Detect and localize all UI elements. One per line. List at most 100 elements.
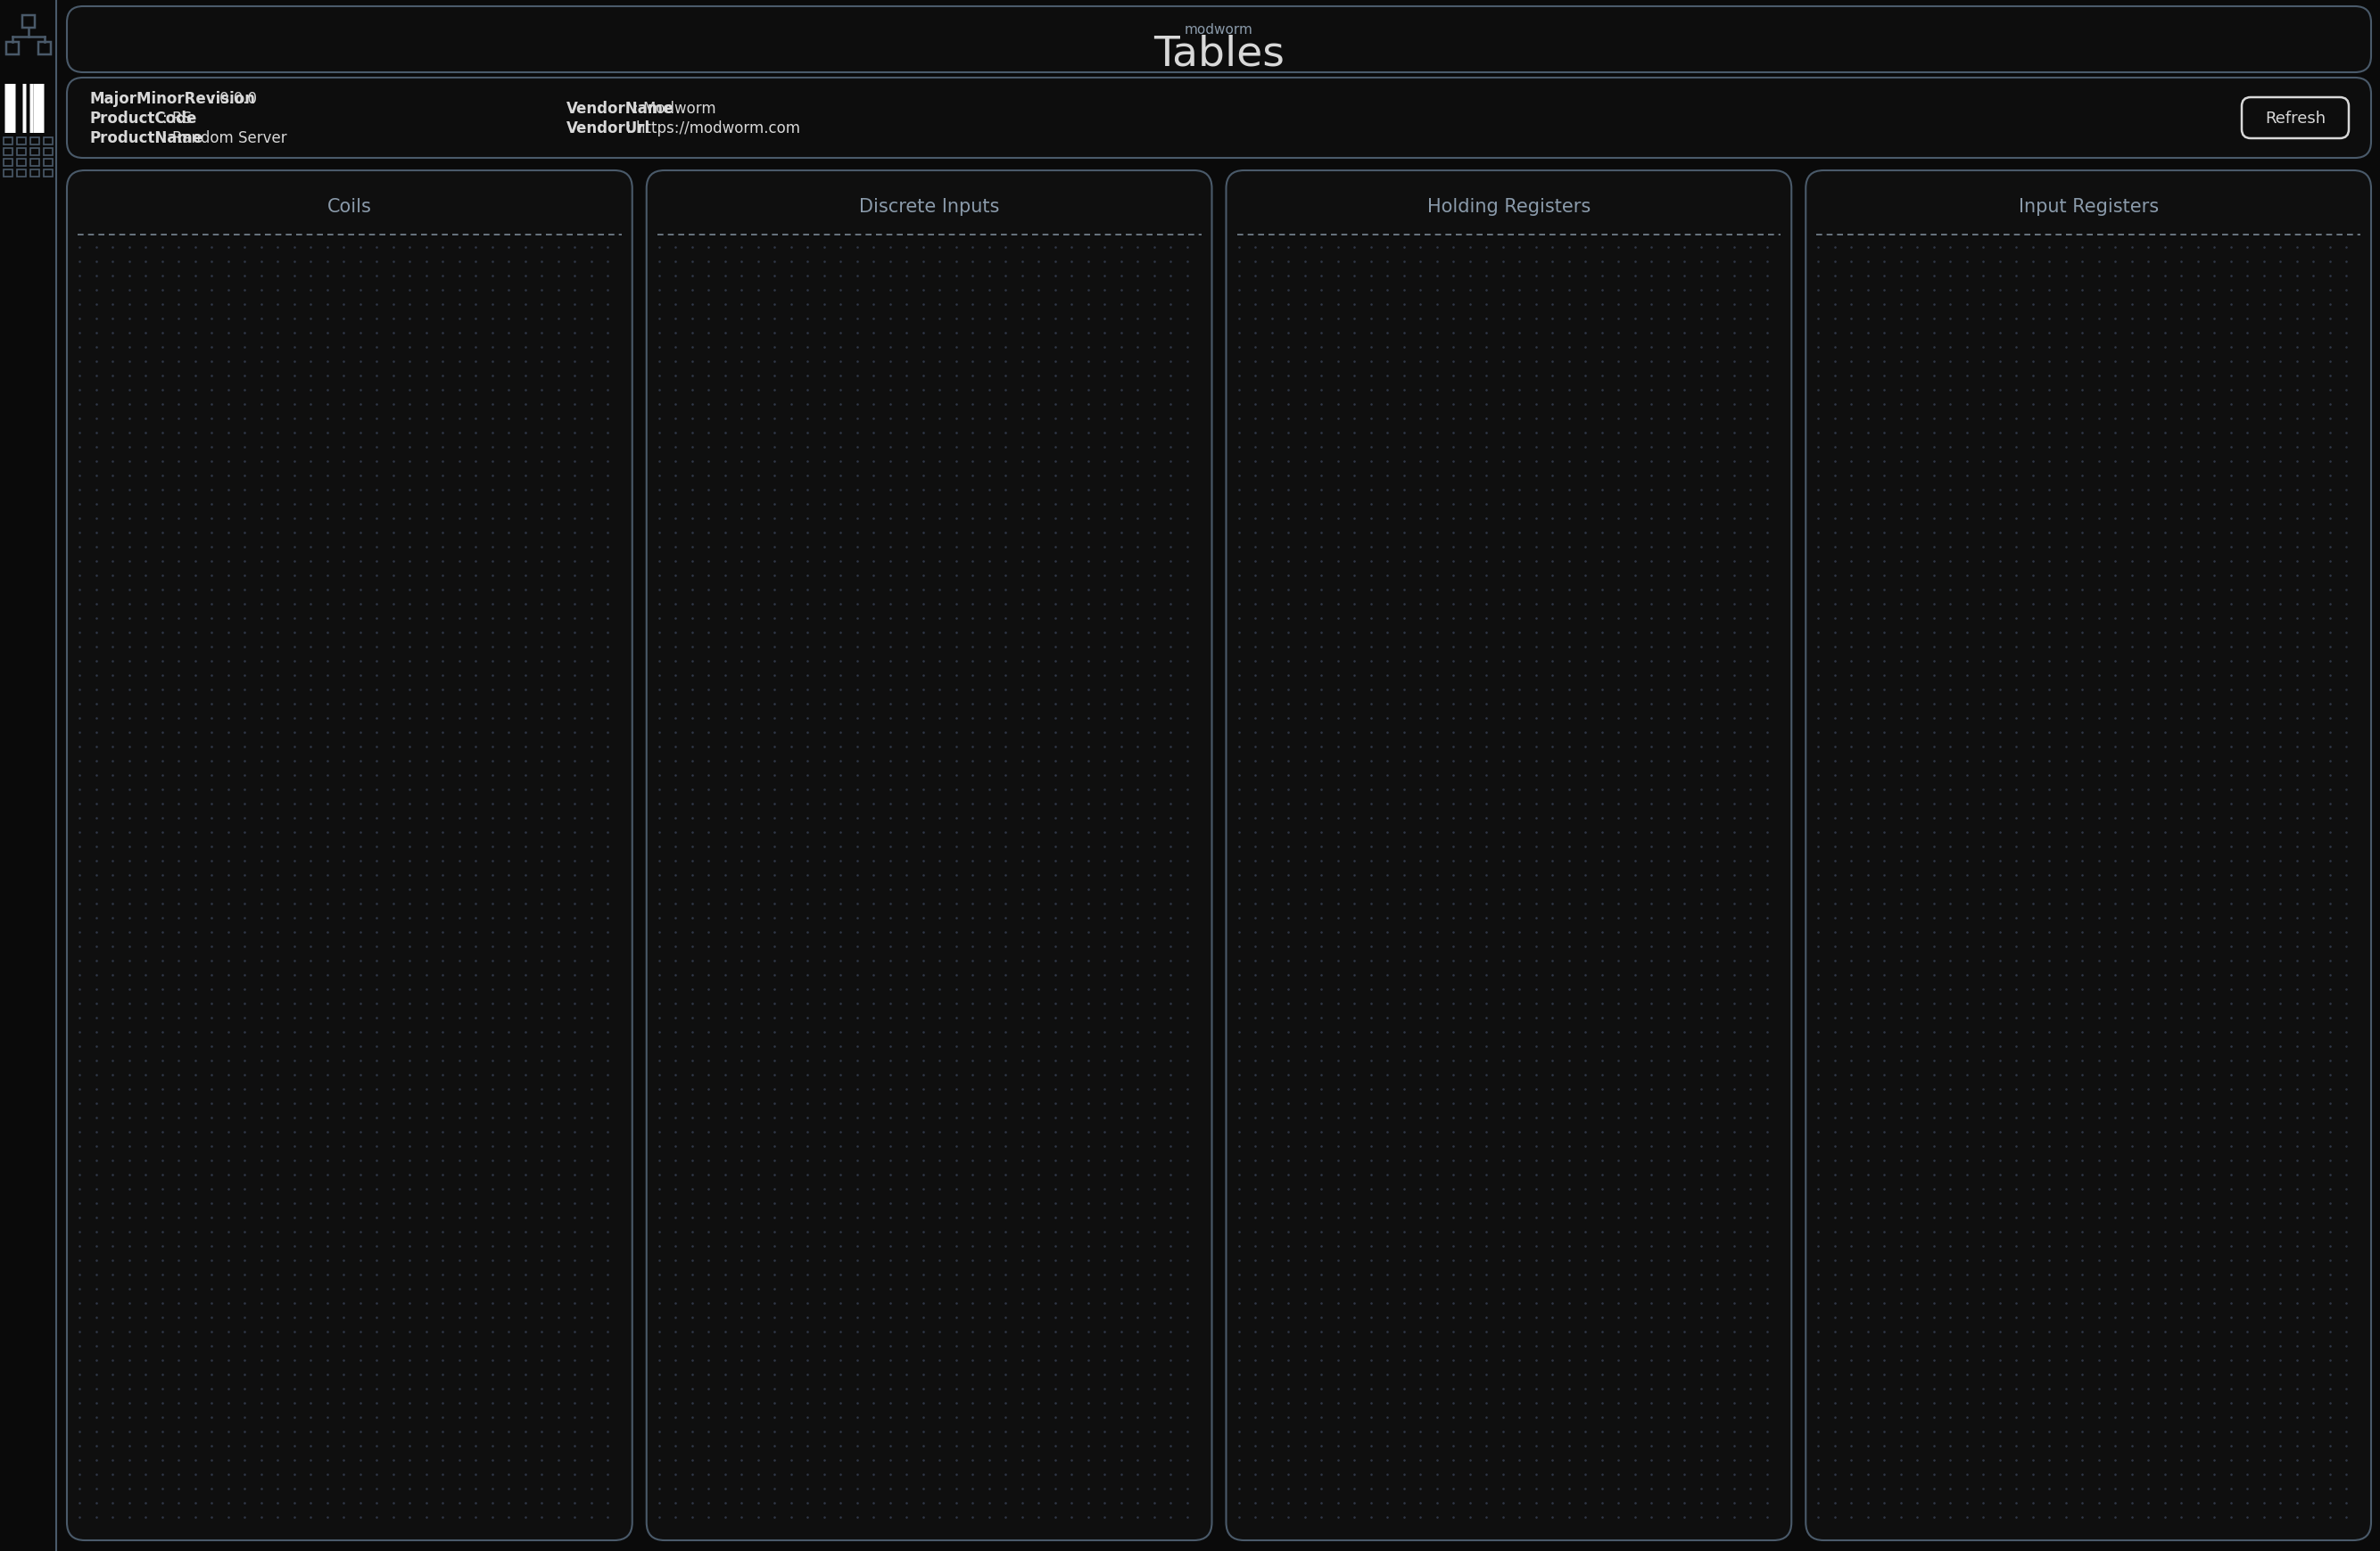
Point	[1549, 892, 1587, 917]
Point	[2097, 620, 2135, 645]
Point	[1035, 1035, 1073, 1059]
Point	[159, 1320, 198, 1345]
Point	[1135, 620, 1173, 645]
Point	[340, 678, 378, 703]
Point	[821, 892, 859, 917]
Point	[1799, 521, 1837, 546]
Point	[2047, 420, 2085, 445]
Point	[290, 478, 328, 503]
Point	[1649, 749, 1687, 774]
Point	[1963, 892, 2002, 917]
Point	[1730, 392, 1768, 417]
Point	[1963, 920, 2002, 945]
Point	[524, 307, 562, 332]
Point	[76, 436, 114, 461]
Point	[1335, 934, 1373, 959]
Point	[340, 735, 378, 760]
Point	[1085, 906, 1123, 931]
Point	[1899, 963, 1937, 988]
Point	[1135, 592, 1173, 617]
Point	[290, 321, 328, 346]
Point	[243, 1304, 281, 1329]
Point	[1452, 478, 1490, 503]
Point	[440, 949, 478, 974]
Point	[921, 1263, 959, 1287]
Point	[1119, 807, 1157, 831]
Point	[707, 1233, 745, 1258]
Point	[1368, 592, 1407, 617]
Point	[1466, 592, 1504, 617]
Point	[1816, 1276, 1854, 1301]
Point	[2244, 977, 2282, 1002]
Point	[1616, 1062, 1654, 1087]
Point	[2194, 1120, 2232, 1145]
Point	[340, 720, 378, 744]
Point	[126, 1106, 164, 1131]
Point	[1633, 1348, 1671, 1373]
Point	[1799, 763, 1837, 788]
Point	[1997, 834, 2035, 859]
Point	[888, 1191, 926, 1216]
Point	[1816, 706, 1854, 731]
Point	[1997, 720, 2035, 744]
Point	[1899, 1405, 1937, 1430]
Point	[538, 1048, 576, 1073]
Point	[771, 777, 809, 802]
Point	[1418, 1048, 1457, 1073]
Point	[2113, 977, 2152, 1002]
Point	[1914, 1177, 1952, 1202]
Point	[2113, 834, 2152, 859]
Point	[555, 592, 593, 617]
Point	[159, 1233, 198, 1258]
Point	[76, 634, 114, 659]
Point	[2194, 1062, 2232, 1087]
Point	[555, 634, 593, 659]
Point	[1714, 436, 1752, 461]
Point	[524, 364, 562, 389]
Point	[340, 1191, 378, 1216]
Point	[259, 450, 298, 475]
Point	[1435, 250, 1473, 275]
Point	[1219, 692, 1257, 717]
Point	[276, 720, 314, 744]
Point	[1947, 450, 1985, 475]
Point	[971, 250, 1009, 275]
Point	[357, 848, 395, 873]
Point	[390, 735, 428, 760]
Point	[1285, 1263, 1323, 1287]
Point	[804, 506, 843, 530]
Point	[324, 577, 362, 602]
Point	[1269, 1405, 1307, 1430]
Point	[1980, 678, 2018, 703]
Point	[226, 293, 264, 318]
Point	[1947, 1304, 1985, 1329]
Point	[571, 378, 609, 403]
Point	[1666, 1191, 1704, 1216]
Point	[1069, 592, 1107, 617]
Point	[2228, 749, 2266, 774]
Point	[1219, 777, 1257, 802]
Point	[2211, 777, 2249, 802]
Point	[1219, 1062, 1257, 1087]
Point	[1899, 450, 1937, 475]
Point	[921, 464, 959, 489]
Point	[1319, 577, 1357, 602]
Point	[2211, 763, 2249, 788]
Point	[1616, 1090, 1654, 1115]
Point	[1533, 1348, 1571, 1373]
Point	[1102, 1477, 1140, 1501]
Point	[143, 606, 181, 631]
Point	[1135, 549, 1173, 574]
Point	[854, 1148, 892, 1173]
Point	[1169, 335, 1207, 360]
Point	[2328, 436, 2366, 461]
Point	[1119, 1362, 1157, 1387]
Point	[954, 478, 992, 503]
Point	[1599, 1477, 1637, 1501]
Point	[1799, 1348, 1837, 1373]
Point	[1466, 664, 1504, 689]
Point	[243, 1205, 281, 1230]
Point	[1883, 749, 1921, 774]
Point	[555, 1419, 593, 1444]
Point	[1483, 1219, 1521, 1244]
